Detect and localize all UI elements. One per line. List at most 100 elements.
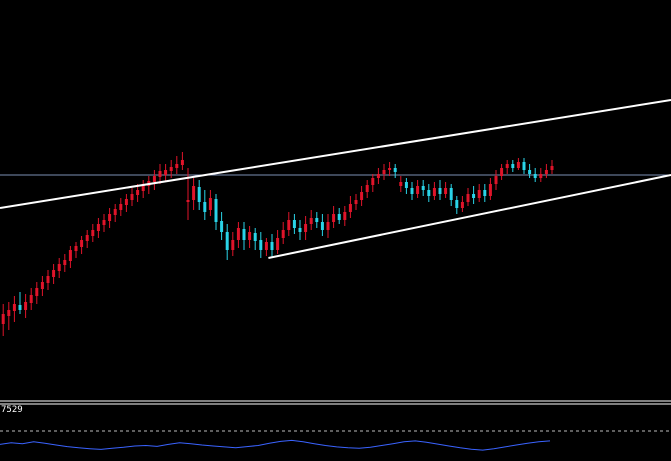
candle-body (46, 276, 50, 283)
candle (494, 170, 498, 190)
candle-body (410, 188, 414, 194)
candle-body (63, 260, 67, 265)
candle-body (259, 240, 263, 250)
candle (304, 216, 308, 240)
candle (141, 180, 145, 198)
candle (236, 222, 240, 248)
candle-body (1, 314, 5, 324)
candle (432, 182, 436, 200)
candle (40, 276, 44, 296)
candle-body (511, 164, 515, 168)
candle (444, 182, 448, 198)
candle-body (29, 295, 33, 303)
candle (242, 222, 246, 250)
candle-body (455, 200, 459, 208)
candle-body (136, 190, 140, 195)
candle-body (382, 170, 386, 174)
candle (309, 210, 313, 230)
candle (298, 220, 302, 240)
candle-body (360, 192, 364, 200)
candle-body (304, 224, 308, 232)
candle-body (326, 222, 330, 230)
candle-body (52, 270, 56, 277)
candle (158, 164, 162, 184)
candle (365, 180, 369, 198)
candle (119, 198, 123, 216)
candle (550, 160, 554, 174)
candle-body (449, 188, 453, 200)
candle (192, 178, 196, 210)
candle-body (24, 302, 28, 310)
candle-body (404, 182, 408, 188)
candle-body (399, 182, 403, 186)
candle (360, 186, 364, 206)
candle (12, 296, 16, 322)
candle-body (108, 214, 112, 221)
candle-body (421, 186, 425, 190)
candle (108, 208, 112, 228)
candle (270, 234, 274, 258)
candle (85, 230, 89, 248)
candle (175, 156, 179, 174)
candle-body (544, 170, 548, 174)
candle (533, 168, 537, 182)
candle-body (460, 202, 464, 208)
candle-body (203, 202, 207, 212)
candle-body (483, 190, 487, 196)
candle (102, 214, 106, 232)
candle (460, 196, 464, 212)
candle (169, 160, 173, 178)
candle-body (253, 233, 257, 241)
candle-body (119, 204, 123, 210)
candle (52, 264, 56, 284)
candle-body (124, 199, 128, 205)
candle-body (432, 188, 436, 196)
candle (483, 184, 487, 202)
candle-body (320, 222, 324, 230)
candle (130, 188, 134, 206)
candle (393, 164, 397, 178)
candle-body (388, 168, 392, 170)
candle (427, 184, 431, 202)
candle-body (85, 235, 89, 241)
candle-body (371, 178, 375, 185)
candle (136, 184, 140, 202)
candle (382, 164, 386, 180)
candle-body (248, 232, 252, 240)
candle-body (393, 168, 397, 172)
candle (343, 206, 347, 226)
candle-body (91, 230, 95, 236)
candle (248, 226, 252, 248)
candle (29, 288, 33, 310)
candle-body (214, 199, 218, 222)
candle (220, 212, 224, 240)
candle-body (35, 288, 39, 296)
candle-body (287, 220, 291, 230)
candle (410, 182, 414, 200)
candle (152, 170, 156, 190)
candle-body (270, 242, 274, 250)
candle (438, 180, 442, 200)
candle-body (488, 184, 492, 196)
upper-trendline (0, 99, 671, 209)
candle (371, 174, 375, 192)
candle-body (141, 185, 145, 191)
candle (231, 232, 235, 256)
candle (337, 208, 341, 224)
candle-body (80, 240, 84, 247)
candle-body (40, 282, 44, 289)
candle (292, 214, 296, 234)
candle (528, 164, 532, 178)
candle (124, 194, 128, 212)
candle-body (438, 188, 442, 194)
candle (80, 236, 84, 254)
candle-body (533, 174, 537, 178)
candle (180, 152, 184, 170)
candle (421, 180, 425, 196)
candle-body (281, 230, 285, 238)
candle (18, 292, 22, 314)
candle (315, 212, 319, 228)
candle-body (18, 305, 22, 310)
candle-body (343, 212, 347, 220)
candle-body (528, 170, 532, 174)
